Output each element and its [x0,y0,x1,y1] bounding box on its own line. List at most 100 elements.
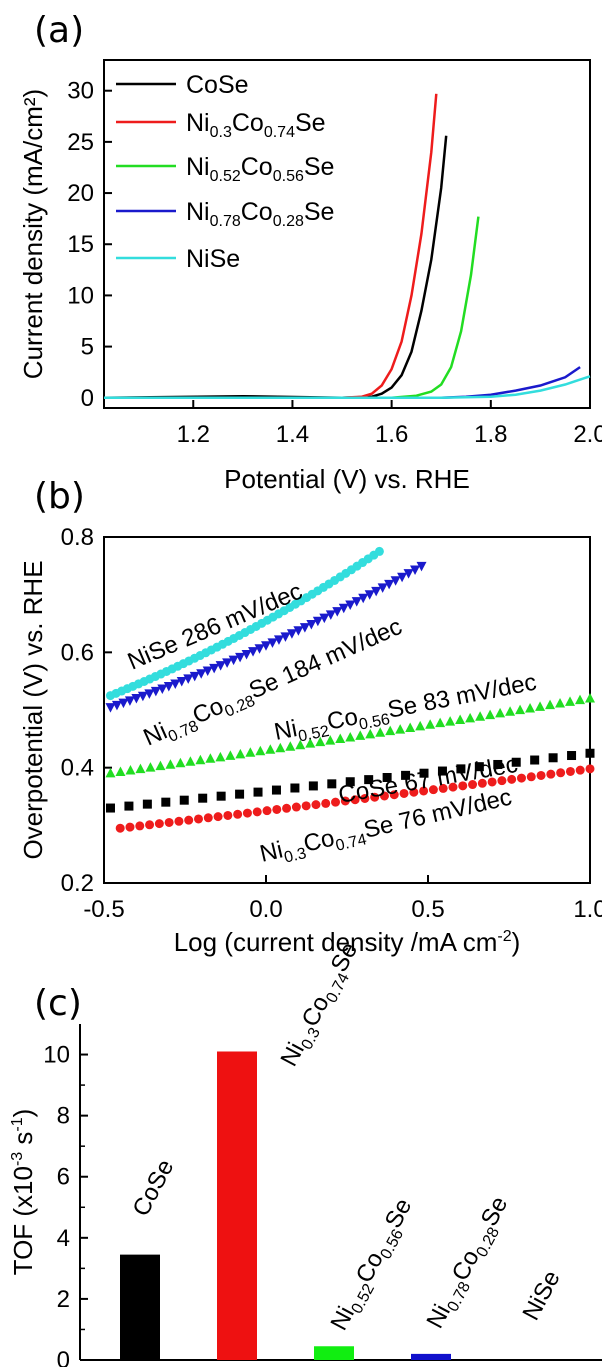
marker-cose [585,748,595,758]
marker-ni078co028se [364,590,375,600]
marker-ni03co074se [360,793,370,803]
marker-cose [345,777,355,787]
marker-ni052co056se [105,767,116,778]
marker-ni052co056se [295,739,306,750]
plot-b-ylabel: Overpotential (V) vs. RHE [18,560,48,859]
marker-ni078co028se [397,572,408,583]
marker-ni052co056se [555,698,566,708]
marker-ni078co028se [280,632,291,642]
marker-ni03co074se [487,777,497,787]
annotation-ni052co056se: Ni0.52Co0.56Se 83 mV/dec [272,669,539,750]
marker-ni052co056se [205,753,216,763]
marker-ni052co056se [255,745,266,756]
marker-ni078co028se [351,597,362,607]
plot-b-ytick-label: 0.8 [61,524,94,551]
marker-ni03co074se [272,804,282,814]
marker-ni078co028se [371,586,382,597]
marker-cose [511,757,521,767]
marker-ni03co074se [370,792,380,802]
marker-ni078co028se [202,666,213,677]
marker-nise [374,546,384,556]
legend-label-cose: CoSe [186,71,249,99]
marker-ni03co074se [301,801,311,811]
marker-cose [271,785,281,795]
marker-ni03co074se [135,821,145,831]
marker-ni078co028se [111,700,122,711]
marker-ni052co056se [115,766,126,776]
marker-ni078co028se [176,676,187,687]
marker-ni03co074se [428,785,438,795]
marker-ni078co028se [189,671,200,682]
plot-a-xtick-label: 1.8 [474,421,507,448]
marker-ni078co028se [144,689,155,699]
plot-a-ytick-label: 0 [81,385,94,412]
marker-ni078co028se [209,663,220,674]
marker-ni078co028se [299,623,310,633]
marker-cose [105,803,115,813]
marker-ni078co028se [306,619,317,630]
marker-ni03co074se [419,786,429,796]
marker-cose [493,759,503,769]
marker-ni03co074se [233,809,243,819]
marker-ni03co074se [340,796,350,806]
plot-b-ytick-label: 0.6 [61,639,94,666]
marker-ni052co056se [285,741,296,751]
bar-label-ni052co056se: Ni0.52Co0.56Se [325,1194,420,1337]
marker-cose [437,766,447,776]
marker-ni078co028se [273,635,284,645]
marker-ni03co074se [164,817,174,827]
marker-ni052co056se [465,712,476,723]
marker-ni052co056se [265,744,276,754]
marker-ni052co056se [415,720,426,731]
marker-ni03co074se [546,769,556,779]
plot-b-xtick-label: 0.5 [411,896,444,923]
legend-label-ni078co028se: Ni0.78Co0.28Se [186,198,334,230]
marker-ni03co074se [213,812,223,822]
marker-ni078co028se [150,686,161,697]
marker-cose [548,753,558,763]
marker-ni052co056se [385,725,396,736]
bar-label-cose: CoSe [127,1155,179,1221]
marker-cose [308,781,318,791]
marker-ni078co028se [248,647,259,657]
marker-ni03co074se [556,768,566,778]
marker-ni03co074se [282,803,292,813]
marker-ni03co074se [438,783,448,793]
marker-ni052co056se [535,701,546,711]
marker-ni03co074se [311,800,321,810]
plot-a-xlabel: Potential (V) vs. RHE [224,464,470,494]
marker-ni078co028se [410,565,421,575]
marker-ni052co056se [575,694,586,705]
marker-ni052co056se [135,763,146,774]
marker-ni052co056se [225,750,236,760]
bar-label-ni078co028se: Ni0.78Co0.28Se [421,1192,516,1335]
legend-label-ni03co074se: Ni0.3Co0.74Se [186,109,326,141]
marker-cose [327,779,337,789]
marker-ni052co056se [435,717,446,728]
legend-label-nise: NiSe [186,245,240,273]
marker-ni078co028se [157,684,168,694]
marker-cose [364,775,374,785]
marker-ni052co056se [565,696,576,706]
marker-ni052co056se [425,719,436,729]
marker-ni078co028se [345,600,356,610]
bar-cose [120,1254,160,1360]
plot-a: 1.2 1.4 1.6 1.8 2.0 0 5 10 15 20 25 30 [67,59,602,448]
marker-ni03co074se [331,797,341,807]
panel-label-b: (b) [34,476,85,517]
panel-label-c: (c) [34,983,82,1024]
marker-ni052co056se [475,711,486,721]
marker-ni078co028se [286,629,297,639]
marker-ni078co028se [403,569,414,579]
plot-b-xlabel: Log (current density /mA cm-2) [174,927,521,957]
marker-ni03co074se [409,787,419,797]
plot-b-xtick-label: 0.0 [249,896,282,923]
legend-label-ni052co056se: Ni0.52Co0.56Se [186,153,334,185]
plot-a-ytick-label: 5 [81,334,94,361]
marker-ni03co074se [223,810,233,820]
marker-ni052co056se [335,733,346,744]
marker-ni078co028se [293,626,304,636]
marker-ni052co056se [305,738,316,748]
marker-cose [567,751,577,761]
series-line-ni078co028se [104,366,581,400]
